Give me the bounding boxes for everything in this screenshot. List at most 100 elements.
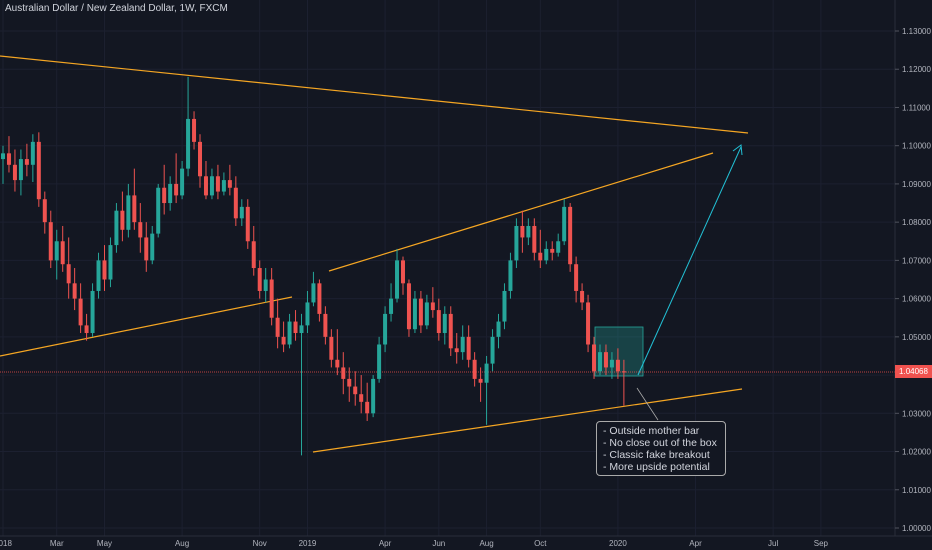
- time-tick-label: Jun: [432, 539, 445, 548]
- candle-body: [448, 313, 453, 349]
- candle: [221, 172, 226, 196]
- channel-upper-trendline: [328, 152, 714, 272]
- candle: [460, 325, 465, 360]
- candle-body: [12, 164, 17, 181]
- candle-body: [514, 225, 519, 261]
- price-tick-label: 1.10000: [902, 142, 931, 151]
- candle-body: [598, 352, 602, 372]
- candle: [102, 245, 107, 291]
- candle: [448, 306, 453, 356]
- trendlines: [0, 55, 895, 453]
- price-tick-label: 1.00000: [902, 524, 931, 533]
- candle-body: [221, 180, 226, 192]
- candle: [239, 199, 244, 226]
- candle-body: [353, 386, 358, 395]
- candle: [215, 164, 220, 200]
- candle: [257, 260, 262, 299]
- candle: [12, 149, 17, 192]
- candle-body: [233, 187, 238, 219]
- candle-body: [203, 176, 208, 196]
- candle-body: [251, 241, 256, 269]
- candle: [48, 210, 53, 269]
- candle: [156, 183, 161, 238]
- candle-body: [621, 371, 626, 373]
- candle-body: [102, 260, 107, 280]
- candle-body: [371, 378, 376, 414]
- annotations: [636, 144, 743, 421]
- time-tick-label: Apr: [689, 539, 702, 548]
- candle: [598, 344, 602, 376]
- candle: [592, 336, 597, 379]
- time-tick-label: Nov: [253, 539, 267, 548]
- annotation-callout[interactable]: - Outside mother bar - No close out of t…: [596, 421, 726, 476]
- candle: [472, 352, 477, 387]
- candle: [132, 168, 137, 230]
- candle-body: [580, 290, 585, 303]
- candle-body: [562, 206, 567, 242]
- candle: [532, 218, 537, 261]
- candle-body: [198, 141, 203, 177]
- candle: [138, 203, 143, 253]
- candle: [198, 134, 203, 188]
- candle: [389, 283, 394, 322]
- callout-line-2: - No close out of the box: [603, 437, 717, 449]
- candle: [263, 268, 268, 303]
- candle-body: [508, 260, 513, 291]
- candle: [538, 229, 543, 269]
- candle-body: [269, 279, 274, 318]
- time-tick-label: Aug: [175, 539, 189, 548]
- candle: [144, 222, 149, 272]
- candle: [478, 367, 483, 402]
- candle-body: [502, 290, 507, 322]
- candle-body: [144, 237, 149, 261]
- candle: [174, 153, 179, 204]
- price-tick-label: 1.11000: [902, 103, 931, 112]
- candle-body: [162, 187, 167, 204]
- candle-body: [126, 195, 131, 230]
- candle-body: [24, 159, 29, 165]
- candle-body: [84, 325, 89, 334]
- candle-body: [526, 225, 531, 238]
- candle: [556, 233, 561, 257]
- candle: [192, 111, 197, 150]
- candle-body: [156, 187, 161, 234]
- candle: [1, 145, 5, 184]
- candle-body: [538, 252, 543, 261]
- candle-body: [490, 336, 495, 364]
- candle: [245, 199, 250, 249]
- candle: [251, 225, 256, 276]
- candle-body: [78, 298, 83, 326]
- candle-body: [532, 225, 537, 253]
- candle-body: [424, 302, 429, 326]
- candle-body: [275, 317, 280, 337]
- candle-body: [592, 344, 597, 372]
- candle: [526, 218, 531, 246]
- candle: [341, 352, 346, 395]
- candle: [84, 313, 89, 341]
- candle-body: [239, 206, 244, 219]
- candle: [609, 352, 614, 379]
- candle-body: [615, 359, 620, 372]
- channel-lower-trendline: [312, 388, 743, 453]
- candle-body: [389, 298, 394, 314]
- projection-arrow-head-icon: [732, 144, 743, 156]
- candle-body: [412, 298, 417, 330]
- candle: [209, 168, 214, 200]
- candle: [508, 252, 513, 299]
- candle: [496, 313, 501, 349]
- candle-body: [174, 183, 179, 196]
- candle: [72, 268, 77, 311]
- candle: [550, 241, 555, 261]
- candle-body: [227, 180, 232, 188]
- candle-body: [544, 248, 549, 261]
- candle-body: [472, 359, 477, 379]
- time-axis[interactable]: 2018 Mar May Aug Nov 2019 Apr Jun Aug Oct 2020 Apr J…: [0, 539, 829, 548]
- time-tick-label: Oct: [534, 539, 547, 548]
- price-axis[interactable]: 1.13000 1.12000 1.11000 1.10000 1.09000 1.080…: [895, 27, 931, 533]
- candle: [430, 287, 435, 318]
- candle: [96, 252, 101, 299]
- candle: [317, 279, 322, 322]
- callout-line-4: - More upside potential: [603, 461, 710, 473]
